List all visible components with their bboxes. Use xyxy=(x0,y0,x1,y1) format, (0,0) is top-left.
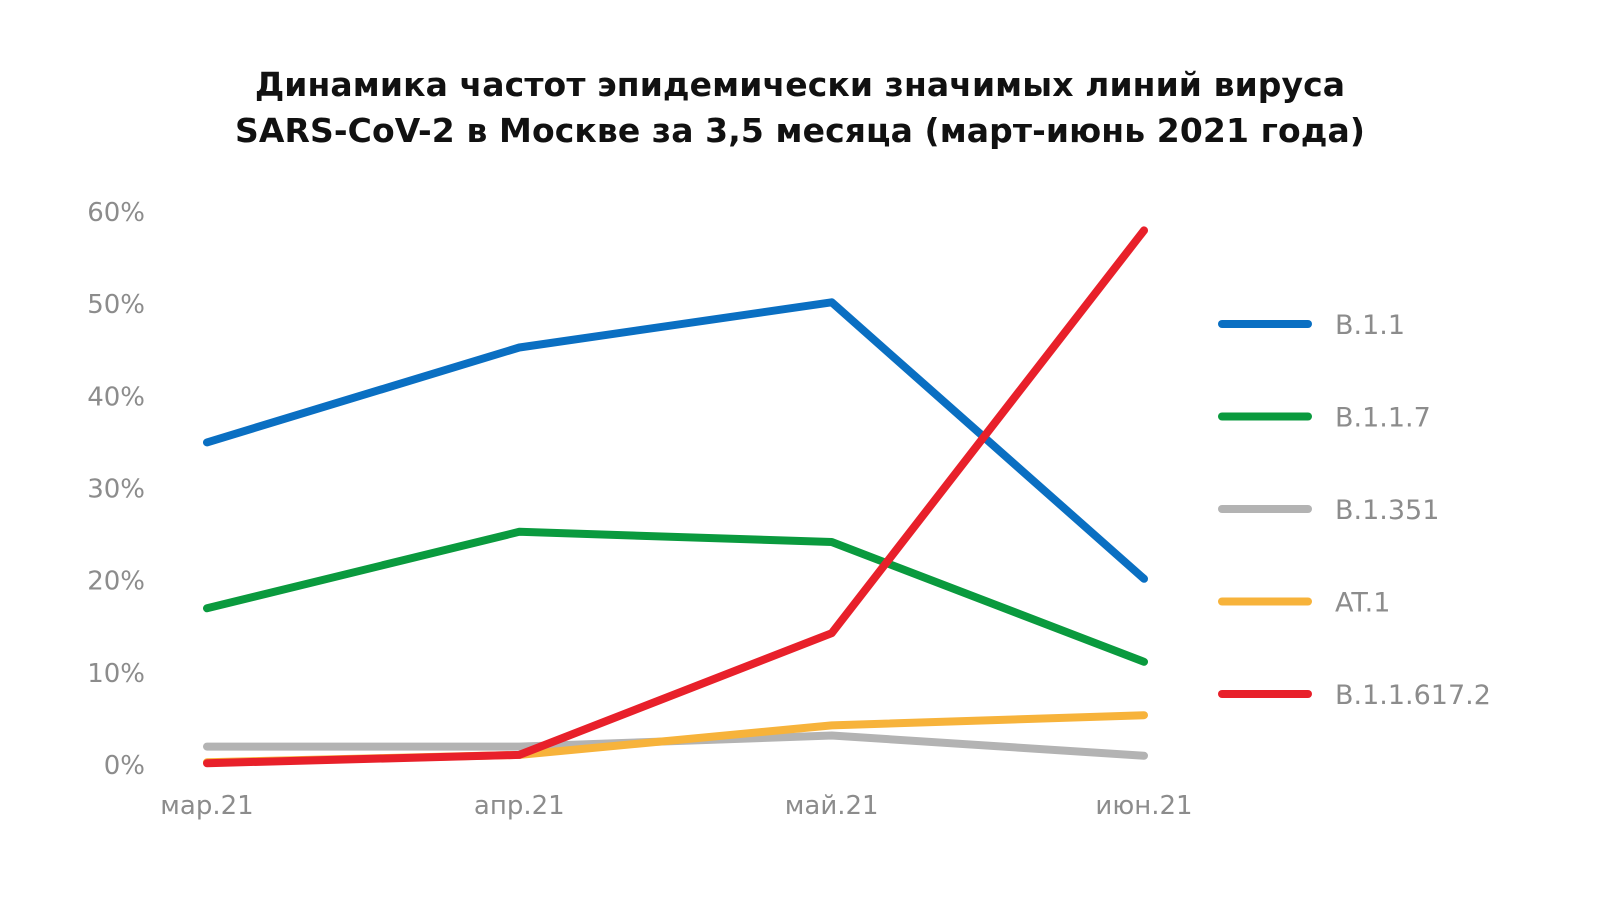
y-axis-ticks: 0% 10% 20% 30% 40% 50% 60% xyxy=(87,198,145,781)
series-line-b-1-1-7 xyxy=(203,527,1148,666)
x-tick-label: апр.21 xyxy=(474,791,565,821)
legend-label: B.1.1.7 xyxy=(1335,403,1431,434)
series-line-b-1-1-617-2 xyxy=(203,226,1148,768)
y-tick-label: 10% xyxy=(87,659,145,689)
y-tick-label: 40% xyxy=(87,382,145,412)
legend-label: AT.1 xyxy=(1335,588,1390,619)
y-tick-label: 60% xyxy=(87,198,145,228)
chart-title-line-1: Динамика частот эпидемически значимых ли… xyxy=(254,65,1346,104)
y-tick-label: 30% xyxy=(87,475,145,505)
x-tick-label: май.21 xyxy=(785,791,879,821)
series-line-b-1-1 xyxy=(203,298,1148,583)
legend-label: B.1.1 xyxy=(1335,310,1405,341)
x-tick-label: мар.21 xyxy=(160,791,253,821)
series-lines xyxy=(203,226,1148,768)
x-tick-label: июн.21 xyxy=(1095,791,1192,821)
x-axis-ticks: мар.21 апр.21 май.21 июн.21 xyxy=(160,791,1192,821)
y-tick-label: 50% xyxy=(87,290,145,320)
y-tick-label: 20% xyxy=(87,567,145,597)
chart-title: Динамика частот эпидемически значимых ли… xyxy=(0,62,1600,154)
y-tick-label: 0% xyxy=(104,751,145,781)
legend-label: B.1.1.617.2 xyxy=(1335,680,1491,711)
series-line-at-1 xyxy=(203,711,1148,767)
chart-title-line-2: SARS-CoV-2 в Москве за 3,5 месяца (март-… xyxy=(234,111,1366,150)
legend: B.1.1 B.1.1.7 B.1.351 AT.1 B.1.1.617.2 xyxy=(1218,310,1491,711)
legend-label: B.1.351 xyxy=(1335,495,1439,526)
